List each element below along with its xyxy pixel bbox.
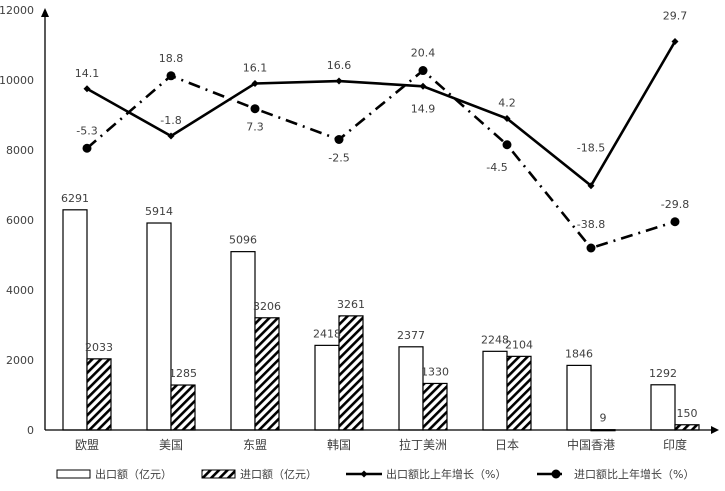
- import-growth-marker: [586, 243, 596, 253]
- export-growth-line: [86, 40, 677, 188]
- import-value-label: 150: [677, 407, 698, 420]
- y-tick-label: 0: [27, 424, 34, 437]
- import-value-label: 3206: [253, 300, 281, 313]
- import-bar: [170, 384, 196, 431]
- category-label: 拉丁美洲: [399, 437, 447, 452]
- category-label: 中国香港: [567, 437, 615, 452]
- y-tick-label: 6000: [6, 214, 34, 227]
- import-value-label: 1285: [169, 367, 197, 380]
- legend-export-swatch-icon: [56, 469, 91, 479]
- export-value-label: 2377: [397, 329, 425, 342]
- export-value-label: 1846: [565, 347, 593, 360]
- import-growth-marker: [82, 143, 92, 153]
- export-growth-label: 16.1: [243, 62, 268, 75]
- category-label: 美国: [159, 438, 183, 452]
- import-value-label: 9: [600, 412, 607, 425]
- import-growth-label: 18.8: [159, 52, 184, 65]
- import-growth-label: 20.4: [411, 47, 436, 60]
- y-axis-arrow-icon: [41, 8, 49, 17]
- import-growth-label: -5.3: [76, 124, 97, 137]
- x-axis-arrow-icon: [711, 426, 719, 434]
- y-tick-label: 10000: [0, 74, 34, 87]
- import-value-label: 2104: [505, 338, 533, 351]
- export-growth-marker: [419, 82, 427, 90]
- export-bar: [482, 350, 508, 431]
- import-bar: [254, 317, 280, 431]
- import-growth-marker: [502, 140, 512, 150]
- legend-import-label: 进口额（亿元）: [240, 468, 317, 481]
- import-value-label: 2033: [85, 341, 113, 354]
- import-growth-marker: [250, 104, 260, 114]
- export-value-label: 2248: [481, 333, 509, 346]
- export-growth-marker: [503, 115, 511, 122]
- import-bar: [422, 382, 448, 431]
- y-axis-ticks: 0 2000 4000 6000 8000 10000 12000: [0, 4, 34, 437]
- export-bar: [650, 384, 676, 431]
- export-value-label: 6291: [61, 192, 89, 205]
- category-label: 韩国: [327, 437, 351, 452]
- export-bar: [566, 364, 592, 431]
- category-label: 欧盟: [75, 438, 99, 452]
- import-bar: [674, 424, 700, 431]
- axes: [41, 8, 719, 434]
- import-growth-label: -4.5: [486, 161, 507, 174]
- category-label: 印度: [663, 437, 687, 452]
- import-growth-label: -29.8: [661, 198, 689, 211]
- category-label: 日本: [495, 438, 519, 452]
- export-bar: [146, 222, 172, 431]
- y-tick-label: 8000: [6, 144, 34, 157]
- export-bar: [62, 209, 88, 431]
- y-tick-label: 4000: [6, 284, 34, 297]
- import-value-label: 3261: [337, 298, 365, 311]
- export-value-label: 5914: [145, 205, 173, 218]
- data-labels: 6291 2033 5914 1285 5096 3206 2418 3261 2377 1330…: [61, 10, 698, 425]
- export-growth-marker: [671, 38, 679, 45]
- export-growth-label: -1.8: [160, 114, 181, 127]
- legend: 出口额（亿元） 进口额（亿元） 出口额比上年增长（%） 进口额比上年增长（%）: [56, 467, 694, 481]
- export-value-label: 5096: [229, 234, 257, 247]
- import-growth-line: [86, 68, 676, 250]
- category-label: 东盟: [243, 438, 267, 452]
- import-bar: [338, 315, 364, 431]
- legend-export-growth-label: 出口额比上年增长（%）: [386, 467, 506, 481]
- import-bar: [86, 358, 112, 431]
- export-bar: [230, 251, 256, 431]
- export-growth-marker: [335, 77, 343, 85]
- y-tick-label: 12000: [0, 4, 34, 17]
- export-growth-label: 29.7: [663, 10, 688, 23]
- category-labels: 欧盟 美国 东盟 韩国 拉丁美洲 日本 中国香港 印度: [75, 437, 687, 452]
- import-growth-marker: [418, 66, 428, 76]
- bars: [62, 209, 700, 432]
- export-growth-label: 4.2: [498, 97, 516, 110]
- import-value-label: 1330: [421, 365, 449, 378]
- export-growth-label: 16.6: [327, 59, 352, 72]
- y-tick-label: 2000: [6, 354, 34, 367]
- export-growth-marker: [167, 132, 175, 140]
- legend-export-label: 出口额（亿元）: [95, 467, 172, 481]
- legend-import-swatch-icon: [201, 469, 236, 479]
- export-bar: [398, 346, 424, 431]
- export-growth-label: -18.5: [577, 142, 605, 155]
- export-value-label: 2418: [313, 327, 341, 340]
- import-growth-label: 7.3: [246, 121, 264, 134]
- export-bar: [314, 344, 340, 431]
- export-value-label: 1292: [649, 367, 677, 380]
- export-growth-marker: [83, 85, 91, 93]
- import-growth-marker: [670, 217, 680, 227]
- import-growth-label: -2.5: [328, 152, 349, 165]
- export-growth-marker: [251, 80, 259, 87]
- export-growth-marker: [587, 182, 595, 190]
- export-growth-label: 14.1: [75, 67, 100, 80]
- growth-lines: [82, 38, 680, 253]
- legend-import-growth-label: 进口额比上年增长（%）: [574, 467, 694, 481]
- import-bar: [506, 355, 532, 431]
- import-growth-marker: [334, 135, 344, 144]
- import-growth-label: -38.8: [577, 218, 605, 231]
- export-growth-label: 14.9: [411, 102, 436, 115]
- import-growth-marker: [166, 71, 176, 81]
